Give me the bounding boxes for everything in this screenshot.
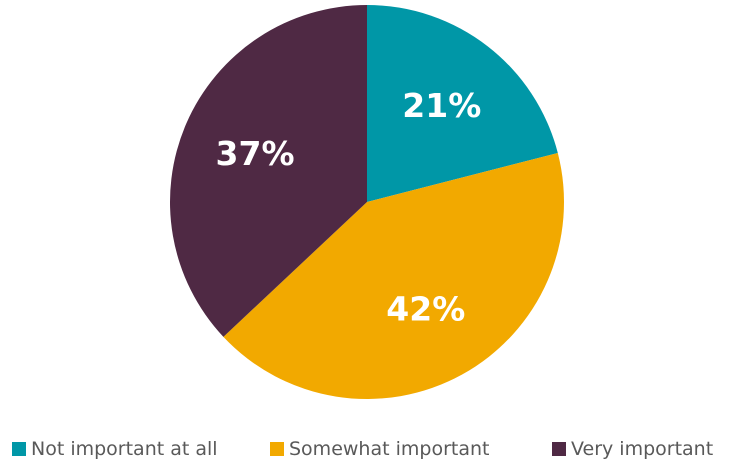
legend-item-very-important: Very important bbox=[552, 438, 713, 460]
legend-swatch-somewhat-important bbox=[270, 442, 284, 456]
legend-swatch-not-important bbox=[12, 442, 26, 456]
pie-slice-not-important bbox=[367, 5, 558, 202]
legend: Not important at all Somewhat important … bbox=[0, 438, 735, 462]
data-label-very-important: 37% bbox=[216, 134, 295, 173]
data-label-somewhat-important: 42% bbox=[386, 289, 465, 328]
legend-swatch-very-important bbox=[552, 442, 566, 456]
pie-slices bbox=[170, 5, 565, 400]
data-label-not-important: 21% bbox=[402, 86, 481, 125]
pie-data-labels: 21% 42% 37% bbox=[216, 86, 482, 328]
pie-slice-very-important bbox=[170, 5, 367, 337]
legend-item-somewhat-important: Somewhat important bbox=[270, 438, 489, 460]
legend-label-very-important: Very important bbox=[571, 438, 714, 460]
pie-slice-somewhat-important bbox=[223, 153, 565, 400]
legend-label-not-important: Not important at all bbox=[31, 438, 218, 460]
legend-item-not-important: Not important at all bbox=[12, 438, 218, 460]
legend-label-somewhat-important: Somewhat important bbox=[289, 438, 490, 460]
